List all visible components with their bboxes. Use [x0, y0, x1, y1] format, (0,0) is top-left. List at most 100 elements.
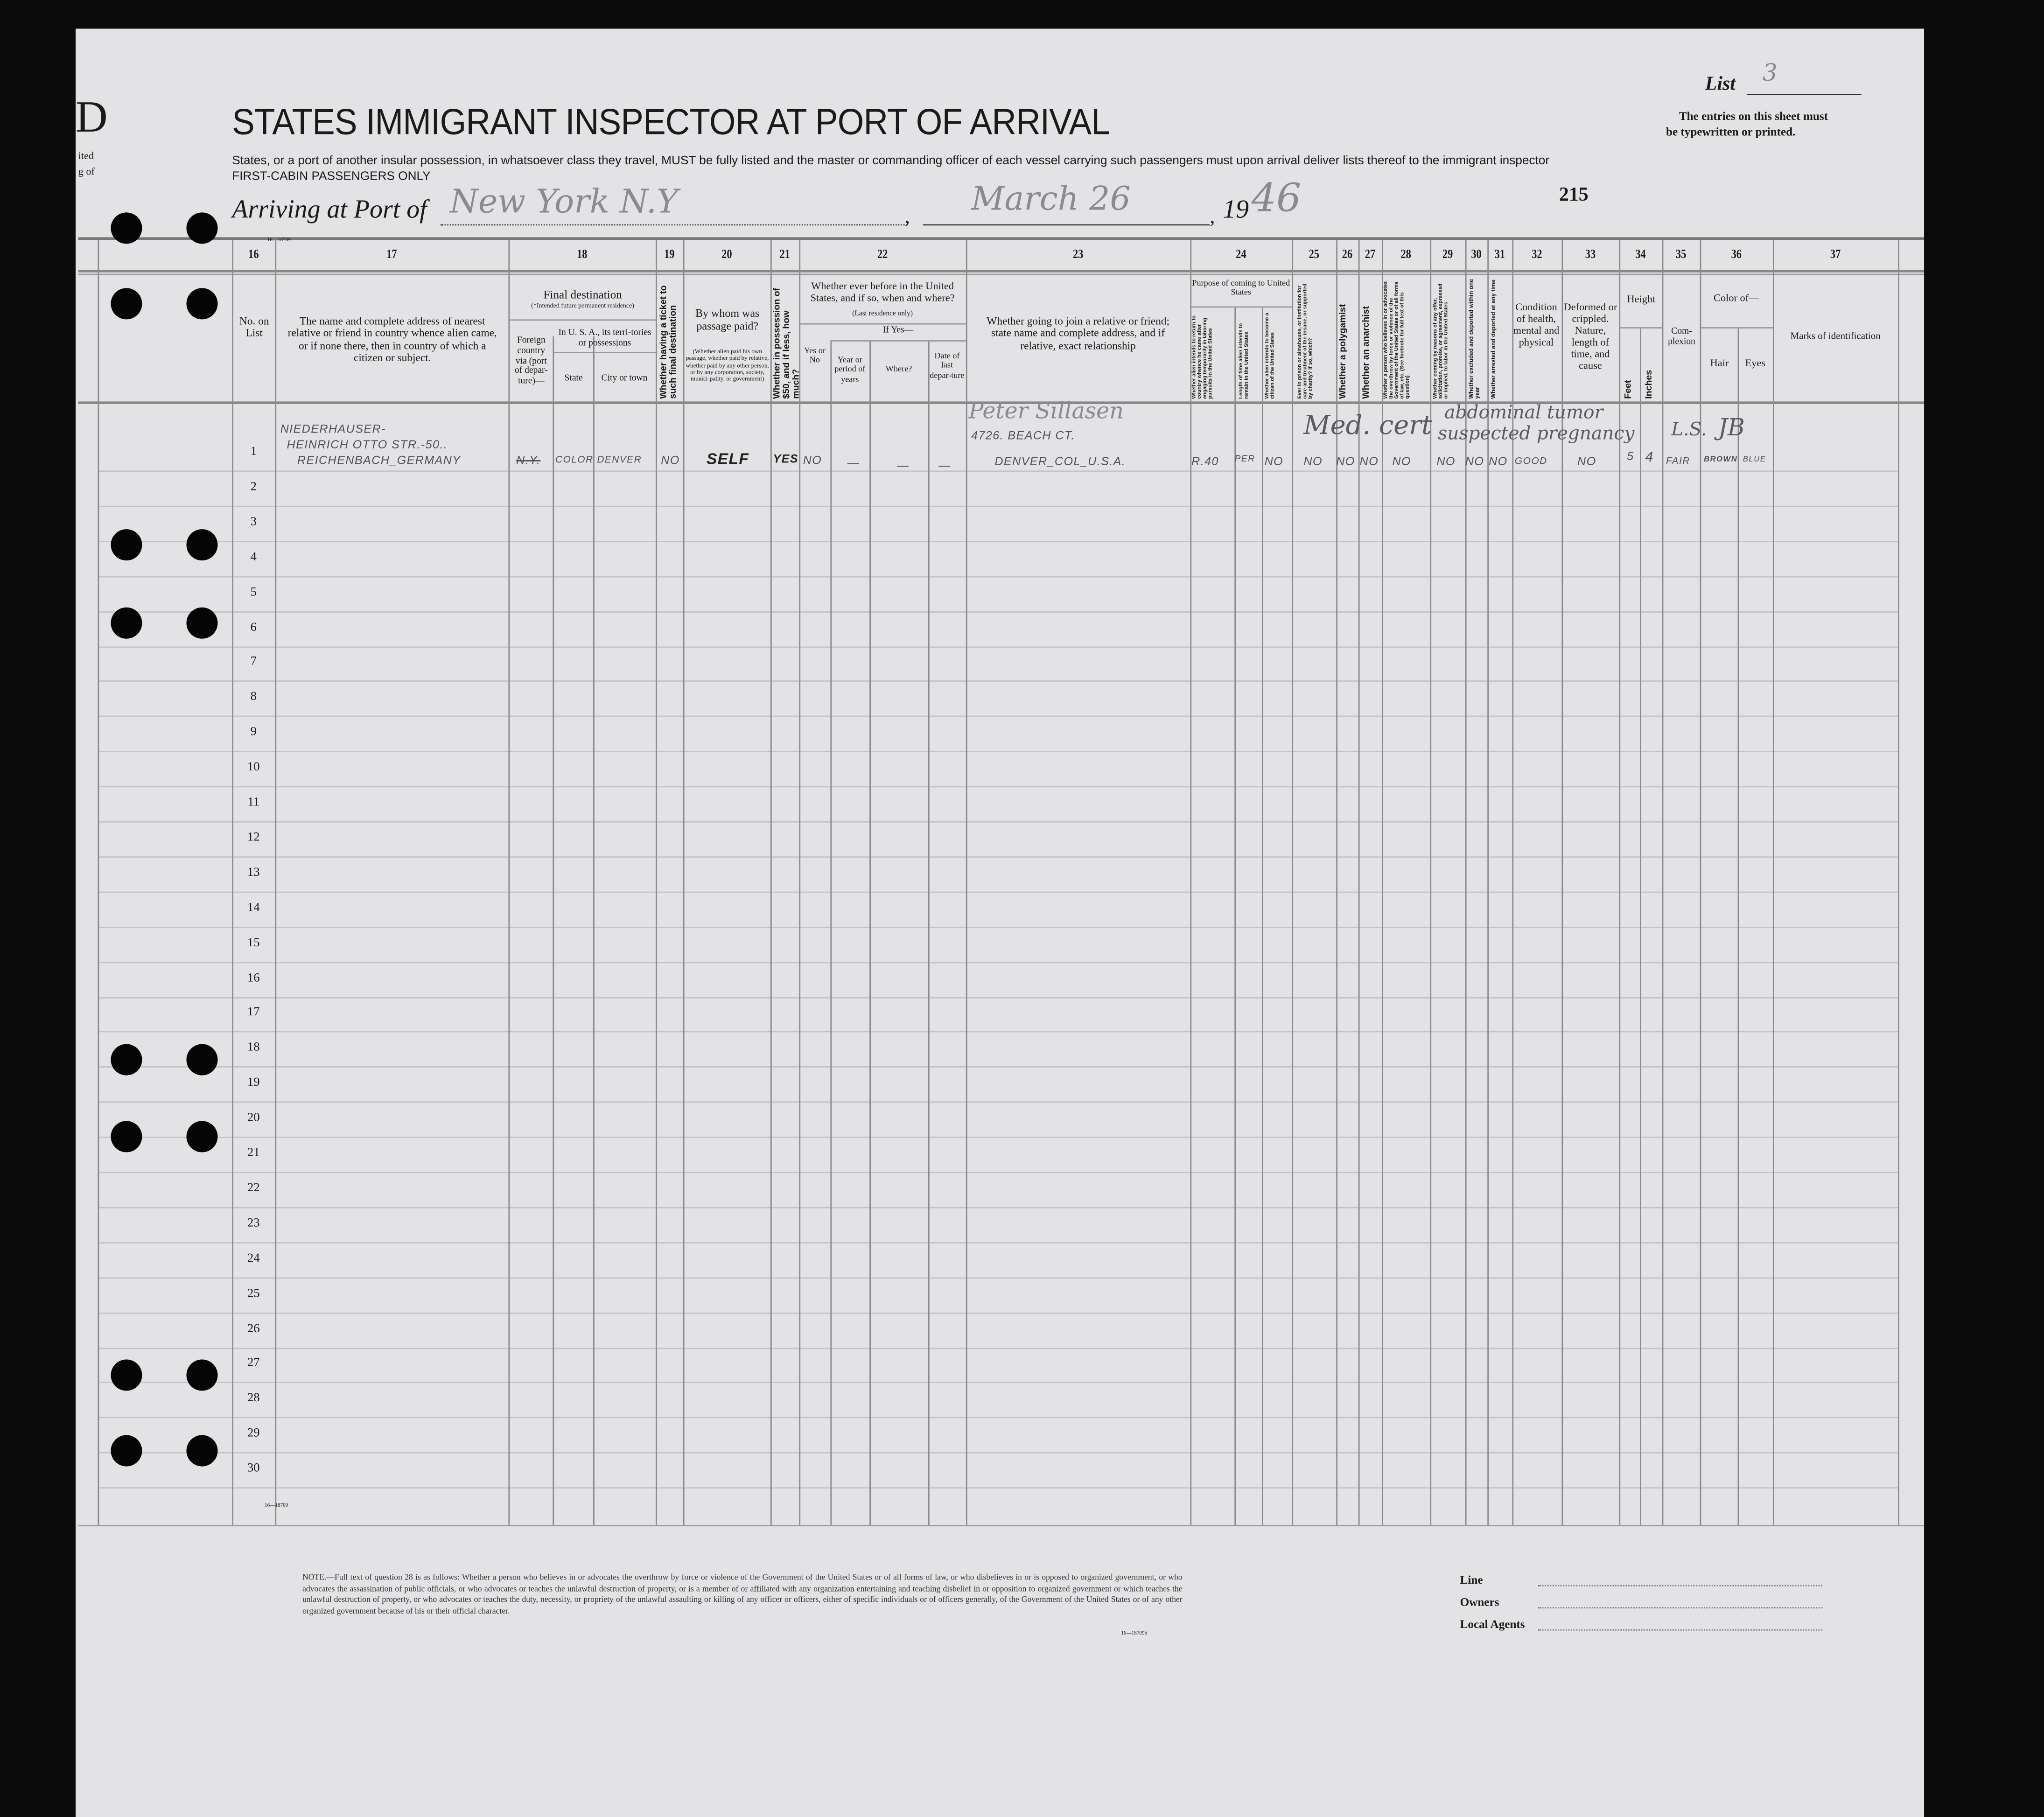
column-number: 17 — [386, 247, 397, 262]
col24-title: Purpose of coming to United States — [1192, 279, 1290, 298]
row-rule — [98, 821, 1898, 823]
column-number: 37 — [1830, 247, 1841, 262]
column-divider — [1898, 239, 1899, 1525]
column-divider — [770, 239, 772, 1525]
punch-hole — [111, 1435, 142, 1467]
table-border — [98, 239, 99, 1525]
row-rule — [98, 1207, 1898, 1209]
col36-hair: Hair — [1710, 357, 1729, 369]
annotation-diagnosis: abdominal tumor — [1444, 403, 1603, 424]
punch-hole — [186, 1359, 218, 1391]
punch-hole — [111, 1359, 142, 1391]
instruction-text: States, or a port of another insular pos… — [232, 152, 1550, 167]
column-number: 23 — [1072, 247, 1084, 262]
row-rule — [98, 856, 1898, 858]
punch-hole — [111, 607, 142, 639]
row-number: 24 — [247, 1252, 260, 1265]
col19-header: Whether having a ticket to such final de… — [659, 285, 679, 399]
q30-value: NO — [1465, 454, 1484, 468]
column-divider — [966, 239, 967, 1525]
row-number: 23 — [247, 1217, 260, 1230]
col36-eyes: Eyes — [1745, 357, 1766, 369]
column-divider — [1292, 239, 1294, 1525]
column-divider — [1773, 239, 1774, 1525]
return-intent-value: R.40 — [1191, 454, 1219, 468]
year-suffix: 46 — [1251, 176, 1302, 222]
subcolumn-divider — [869, 341, 871, 1525]
row-rule — [98, 1452, 1898, 1454]
hair-value: BROWN — [1703, 456, 1738, 464]
polygamist-value: NO — [1336, 454, 1355, 468]
col34-title: Height — [1627, 293, 1656, 305]
header-rule — [78, 273, 1925, 275]
joining-address: 4726. BEACH CT. — [971, 429, 1075, 442]
form-code: 16—18709 — [265, 1501, 288, 1508]
date-value: March 26 — [971, 180, 1131, 218]
col18-sub: (*Intended future permanent residence) — [531, 303, 634, 310]
deformed-value: NO — [1577, 454, 1596, 468]
has-50-value: YES — [773, 452, 799, 466]
column-divider — [1487, 239, 1489, 1525]
row-rule — [98, 681, 1898, 683]
col34-feet: Feet — [1624, 380, 1634, 399]
left-fragment-text: ited — [78, 150, 94, 162]
owners-field — [1538, 1607, 1823, 1609]
column-divider — [1190, 239, 1192, 1525]
col25-header: Ever in prison or almshouse, or institut… — [1295, 283, 1314, 399]
subcolumn-divider — [1234, 307, 1236, 1525]
prison-value: NO — [1303, 454, 1323, 468]
list-label: List — [1705, 74, 1736, 95]
joining-city: DENVER_COL_U.S.A. — [994, 454, 1126, 468]
row-number: 27 — [247, 1357, 260, 1370]
page-title: STATES IMMIGRANT INSPECTOR AT PORT OF AR… — [232, 101, 1110, 142]
column-divider — [1465, 239, 1467, 1525]
col35-header: Com-plexion — [1668, 326, 1695, 347]
row-number: 12 — [247, 831, 260, 845]
column-number: 30 — [1471, 247, 1482, 262]
column-divider — [1662, 239, 1664, 1525]
col28-header: Whether a person who believes in or advo… — [1382, 281, 1410, 399]
punch-hole — [186, 212, 218, 244]
header-rule — [78, 237, 1925, 240]
subheader-rule — [830, 340, 966, 342]
col22-date: Date of last depar-ture — [930, 352, 965, 380]
col32-header: Condition of health, mental and physical — [1513, 301, 1560, 348]
where-value: — — [896, 459, 910, 472]
column-number: 21 — [779, 247, 790, 262]
row-rule — [98, 1137, 1898, 1138]
row-number: 7 — [250, 656, 257, 670]
row-rule — [98, 786, 1898, 788]
punch-hole — [111, 529, 142, 561]
col22-title: Whether ever before in the United States… — [810, 280, 955, 304]
row-rule — [98, 996, 1898, 998]
column-number: 36 — [1731, 247, 1742, 262]
column-divider — [656, 239, 657, 1525]
footnote-q28: NOTE.—Full text of question 28 is as fol… — [302, 1573, 1183, 1616]
subcolumn-divider — [1262, 307, 1263, 1525]
row-number: 26 — [247, 1322, 260, 1335]
row-number: 17 — [247, 1006, 260, 1020]
row-number: 10 — [247, 761, 260, 775]
form-code: 16—18709 — [267, 236, 291, 243]
column-number: 19 — [664, 247, 675, 262]
column-number: 16 — [248, 247, 259, 262]
row-number: 28 — [247, 1392, 260, 1406]
row-number: 21 — [247, 1147, 260, 1160]
height-inches: 4 — [1645, 449, 1654, 466]
left-fragment-text: g of — [78, 165, 95, 177]
sheet-number: 215 — [1559, 185, 1589, 206]
col36-title: Color of— — [1714, 292, 1759, 304]
column-divider — [508, 239, 510, 1525]
manifest-page — [76, 28, 1925, 1817]
col18-usa: In U. S. A., its terri-tories or possess… — [558, 327, 651, 348]
line-label: Line — [1460, 1573, 1483, 1586]
punch-hole — [111, 288, 142, 320]
q28-value: NO — [1392, 454, 1411, 468]
table-bottom — [78, 1525, 1925, 1527]
col18-foreign: Foreign country via (port of depar-ture)… — [514, 335, 548, 386]
column-divider — [1512, 239, 1514, 1525]
annotation-initials: L.S. — [1671, 419, 1707, 441]
row-number: 3 — [250, 516, 257, 529]
row-number: 16 — [247, 971, 260, 985]
relative-street: HEINRICH OTTO STR.-50.. — [287, 438, 448, 451]
